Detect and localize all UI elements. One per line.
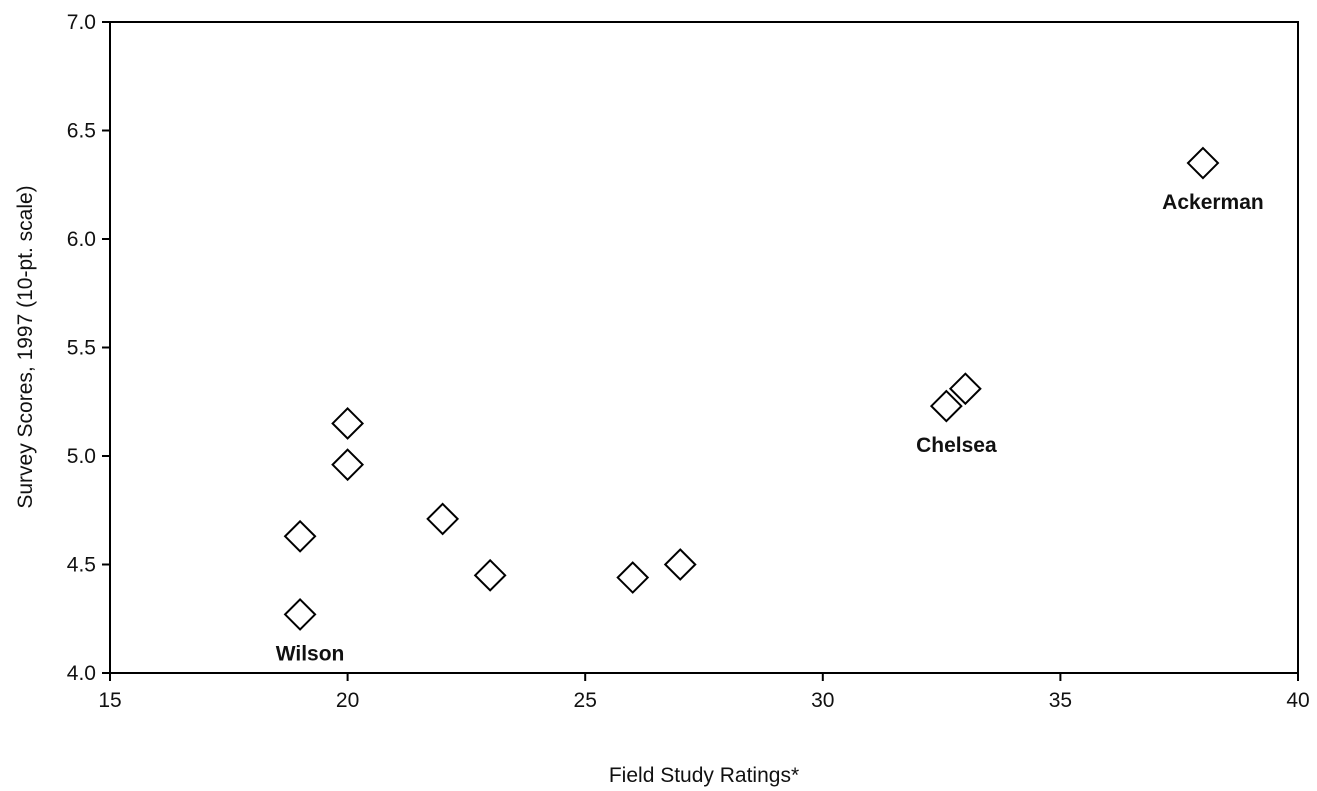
data-point-diamond <box>331 448 365 482</box>
x-tick-label: 20 <box>336 689 359 712</box>
data-point-diamond <box>473 558 507 592</box>
x-tick-label: 30 <box>811 689 834 712</box>
data-point-diamond <box>1186 146 1220 180</box>
x-axis-title: Field Study Ratings* <box>609 764 799 787</box>
y-tick-label: 6.5 <box>67 120 96 143</box>
x-axis-ticks: 15 20 25 30 35 40 <box>98 673 1310 712</box>
data-point-diamond <box>929 389 963 423</box>
data-point-diamond <box>331 407 365 440</box>
point-label: Wilson <box>276 642 345 665</box>
y-tick-label: 4.0 <box>67 662 96 685</box>
data-point-diamond <box>283 597 317 631</box>
y-tick-label: 5.5 <box>67 337 96 360</box>
point-label: Ackerman <box>1162 191 1264 214</box>
y-tick-label: 4.5 <box>67 554 96 577</box>
data-point-diamond <box>426 502 460 536</box>
data-point-diamond <box>948 372 982 406</box>
point-labels: Wilson Chelsea Ackerman <box>276 191 1264 665</box>
x-tick-label: 15 <box>98 689 121 712</box>
data-point-diamond <box>616 561 650 594</box>
plot-area-frame <box>109 21 1299 674</box>
y-tick-label: 6.0 <box>67 228 96 251</box>
point-label: Chelsea <box>916 434 997 457</box>
data-points <box>283 146 1220 631</box>
y-axis-ticks: 4.0 4.5 5.0 5.5 6.0 6.5 7.0 <box>67 11 110 685</box>
y-axis-title: Survey Scores, 1997 (10-pt. scale) <box>14 185 37 508</box>
data-point-diamond <box>283 519 317 553</box>
x-tick-label: 40 <box>1286 689 1309 712</box>
data-point-diamond <box>663 548 697 581</box>
y-tick-label: 5.0 <box>67 445 96 468</box>
x-tick-label: 35 <box>1049 689 1072 712</box>
y-tick-label: 7.0 <box>67 11 96 34</box>
x-tick-label: 25 <box>574 689 597 712</box>
